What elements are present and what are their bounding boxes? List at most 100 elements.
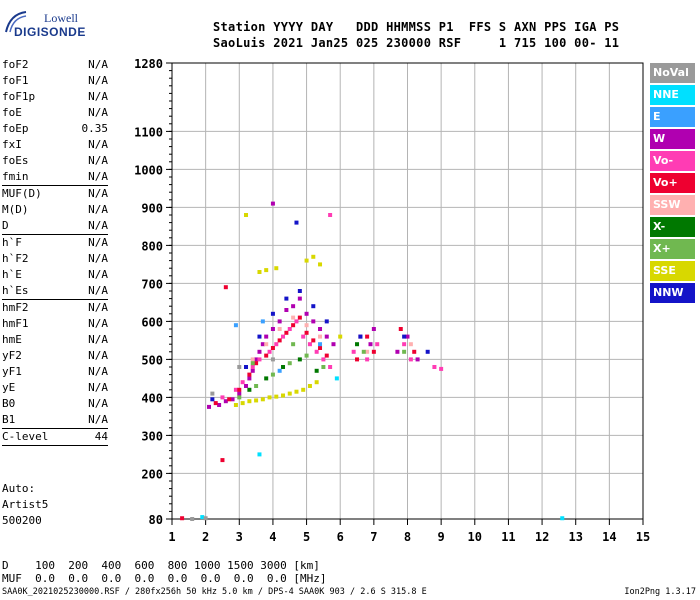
echo-point-sse bbox=[274, 394, 279, 399]
y-tick-label: 200 bbox=[141, 467, 163, 481]
param-separator bbox=[2, 185, 108, 186]
echo-point-e bbox=[318, 342, 323, 347]
echo-point-ssw bbox=[264, 342, 269, 347]
echo-point-nnw bbox=[244, 365, 249, 369]
echo-point-vo- bbox=[351, 349, 356, 354]
param-value: N/A bbox=[88, 154, 108, 167]
echo-point-vo- bbox=[311, 338, 316, 343]
legend-nne: NNE bbox=[650, 85, 695, 105]
param-row-hmf1: hmF1 N/A bbox=[0, 316, 110, 332]
param-name: h`E bbox=[2, 268, 22, 281]
param-row-hme: hmE N/A bbox=[0, 332, 110, 348]
param-name: h`F2 bbox=[2, 252, 29, 265]
header-field-names: Station YYYY DAY DDD HHMMSS P1 FFS S AXN… bbox=[213, 20, 620, 34]
x-tick-label: 14 bbox=[602, 530, 616, 544]
echo-point-vo- bbox=[439, 366, 444, 371]
echo-point-sse bbox=[247, 399, 252, 404]
param-row-yf2: yF2 N/A bbox=[0, 348, 110, 364]
param-row-h-f: h`F N/A bbox=[0, 235, 110, 251]
autoscale-line: Artist5 bbox=[2, 498, 49, 511]
echo-point-nnw bbox=[284, 296, 289, 301]
echo-point-x- bbox=[247, 387, 252, 392]
echo-point-vo- bbox=[328, 213, 333, 217]
x-tick-label: 8 bbox=[404, 530, 411, 544]
echo-point-vo- bbox=[304, 330, 309, 335]
param-separator bbox=[2, 234, 108, 235]
param-name: hmE bbox=[2, 333, 22, 346]
param-value: N/A bbox=[88, 317, 108, 330]
param-value: N/A bbox=[88, 203, 108, 216]
echo-point-w bbox=[247, 376, 252, 381]
echo-point-nne bbox=[560, 516, 565, 521]
echo-point-w bbox=[223, 399, 228, 404]
param-row-muf-d-: MUF(D) N/A bbox=[0, 186, 110, 202]
param-name: foF2 bbox=[2, 58, 29, 71]
echo-point-w bbox=[324, 334, 329, 339]
param-value: N/A bbox=[88, 187, 108, 200]
echo-point-x- bbox=[237, 395, 242, 400]
echo-point-sse bbox=[294, 389, 299, 394]
param-row-h-f2: h`F2 N/A bbox=[0, 251, 110, 267]
echo-point-w bbox=[257, 349, 262, 354]
echo-point-vo- bbox=[355, 357, 360, 362]
echo-point-ssw bbox=[250, 357, 255, 362]
echo-point-vo- bbox=[398, 327, 403, 331]
param-name: foF1p bbox=[2, 90, 36, 103]
param-row-yf1: yF1 N/A bbox=[0, 364, 110, 380]
autoscale-line: Auto: bbox=[2, 482, 36, 495]
param-name: hmF2 bbox=[2, 301, 29, 314]
echo-point-w bbox=[304, 311, 309, 316]
param-value: N/A bbox=[88, 90, 108, 103]
echo-point-sse bbox=[264, 268, 269, 273]
param-name: fxI bbox=[2, 138, 22, 151]
param-name: yF1 bbox=[2, 365, 22, 378]
echo-point-nnw bbox=[270, 311, 275, 316]
echo-point-noval bbox=[270, 357, 275, 362]
legend-ssw: SSW bbox=[650, 195, 695, 215]
polarization-legend: NoVal NNE E W Vo- Vo+ SSW X- X+ SSE NNW bbox=[650, 63, 695, 305]
echo-point-noval bbox=[190, 517, 195, 521]
distance-row: D 100 200 400 600 800 1000 1500 3000 [km… bbox=[2, 559, 320, 572]
echo-point-ssw bbox=[277, 327, 282, 331]
footer-file-info: SAA0K_2021025230000.RSF / 280fx256h 50 k… bbox=[2, 587, 427, 597]
echo-point-x- bbox=[250, 361, 255, 366]
echo-point-nnw bbox=[294, 220, 299, 225]
x-tick-label: 4 bbox=[269, 530, 276, 544]
echo-point-noval bbox=[237, 365, 242, 369]
param-value: N/A bbox=[88, 106, 108, 119]
echo-point-x- bbox=[287, 361, 292, 366]
echo-point-vo- bbox=[307, 342, 312, 347]
param-value: N/A bbox=[88, 381, 108, 394]
param-value: 44 bbox=[94, 430, 108, 443]
legend-w: W bbox=[650, 129, 695, 149]
param-separator bbox=[2, 428, 108, 429]
legend-e: E bbox=[650, 107, 695, 127]
param-name: yF2 bbox=[2, 349, 22, 362]
echo-point-sse bbox=[260, 397, 265, 402]
echo-point-vo- bbox=[375, 342, 380, 347]
param-value: N/A bbox=[88, 236, 108, 249]
echo-point-x- bbox=[355, 342, 360, 347]
echo-point-nne bbox=[334, 376, 339, 381]
param-row-foes: foEs N/A bbox=[0, 153, 110, 169]
echo-point-x- bbox=[291, 342, 296, 347]
x-tick-label: 5 bbox=[303, 530, 310, 544]
y-tick-label: 1000 bbox=[134, 163, 163, 177]
y-tick-label: 1100 bbox=[134, 125, 163, 139]
echo-point-nnw bbox=[311, 304, 316, 309]
echo-point-vo- bbox=[412, 349, 417, 354]
echo-point-vo- bbox=[432, 365, 437, 369]
param-row-m-d-: M(D) N/A bbox=[0, 202, 110, 218]
echo-point-w bbox=[250, 368, 255, 373]
echo-point-w bbox=[331, 342, 336, 347]
echo-point-sse bbox=[338, 334, 343, 339]
echo-point-vo- bbox=[277, 338, 282, 343]
param-name: hmF1 bbox=[2, 317, 29, 330]
echo-point-w bbox=[264, 334, 269, 339]
echo-point-ssw bbox=[318, 334, 323, 339]
param-value: N/A bbox=[88, 413, 108, 426]
param-value: N/A bbox=[88, 74, 108, 87]
param-name: foEp bbox=[2, 122, 29, 135]
echo-point-w bbox=[270, 201, 275, 206]
